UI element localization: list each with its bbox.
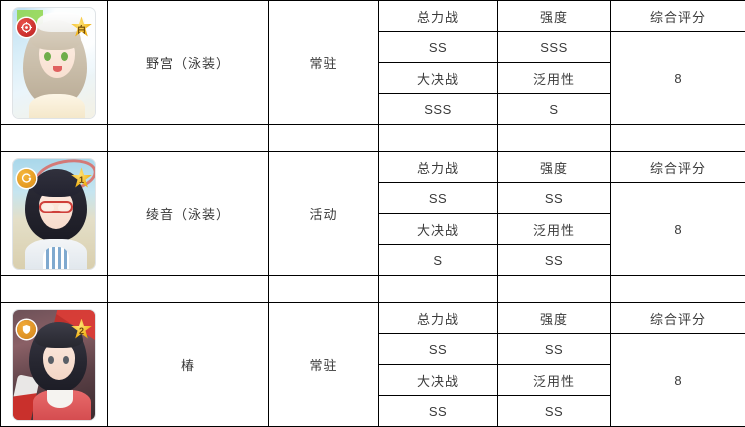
stat-value-versatility: SS	[498, 396, 611, 427]
stat-value-strength: SSS	[498, 32, 611, 63]
stat-value-decisive-battle: S	[379, 245, 498, 276]
spacer-cell	[379, 125, 498, 152]
character-portrait-cell[interactable]: 2	[1, 303, 108, 427]
stat-label-versatility: 泛用性	[498, 214, 611, 245]
spacer-cell	[498, 276, 611, 303]
stat-value-overall-score: 8	[611, 183, 745, 276]
character-card: 2	[12, 309, 96, 421]
row-spacer	[1, 125, 745, 152]
stat-label-versatility: 泛用性	[498, 365, 611, 396]
spacer-cell	[269, 276, 379, 303]
character-card: 白	[12, 7, 96, 119]
stat-value-decisive-battle: SS	[379, 396, 498, 427]
character-name: 椿	[108, 303, 269, 427]
spacer-cell	[498, 125, 611, 152]
stat-value-overall-score: 8	[611, 334, 745, 427]
table-row: 1 绫音（泳装） 活动 总力战 强度 综合评分	[1, 152, 745, 183]
stat-label-strength: 强度	[498, 1, 611, 32]
stat-label-decisive-battle: 大决战	[379, 365, 498, 396]
spacer-cell	[108, 276, 269, 303]
stat-label-versatility: 泛用性	[498, 63, 611, 94]
spacer-cell	[611, 125, 745, 152]
spacer-cell	[1, 125, 108, 152]
stat-value-total-war: SS	[379, 32, 498, 63]
stat-label-total-war: 总力战	[379, 303, 498, 334]
stat-value-total-war: SS	[379, 183, 498, 214]
character-portrait-cell[interactable]: 1	[1, 152, 108, 276]
shield-icon	[17, 320, 36, 339]
stat-label-overall-score: 综合评分	[611, 152, 745, 183]
character-portrait-cell[interactable]: 白	[1, 1, 108, 125]
stat-value-decisive-battle: SSS	[379, 94, 498, 125]
spacer-cell	[611, 276, 745, 303]
character-banner-type: 常驻	[269, 303, 379, 427]
stat-value-total-war: SS	[379, 334, 498, 365]
row-spacer	[1, 276, 745, 303]
stat-value-overall-score: 8	[611, 32, 745, 125]
character-banner-type: 活动	[269, 152, 379, 276]
spacer-cell	[108, 125, 269, 152]
character-card: 1	[12, 158, 96, 270]
stat-label-total-war: 总力战	[379, 1, 498, 32]
table-row: 2 椿 常驻 总力战 强度 综合评分	[1, 303, 745, 334]
stat-value-strength: SS	[498, 334, 611, 365]
stat-label-decisive-battle: 大决战	[379, 214, 498, 245]
stat-label-decisive-battle: 大决战	[379, 63, 498, 94]
support-icon	[17, 169, 36, 188]
stat-label-total-war: 总力战	[379, 152, 498, 183]
spacer-cell	[379, 276, 498, 303]
stat-value-versatility: S	[498, 94, 611, 125]
stat-value-versatility: SS	[498, 245, 611, 276]
table-row: 白 野宫（泳装） 常驻 总力战 强度 综合评分	[1, 1, 745, 32]
spacer-cell	[269, 125, 379, 152]
target-icon	[17, 18, 36, 37]
stat-label-strength: 强度	[498, 303, 611, 334]
glasses-icon	[39, 201, 73, 213]
stat-label-overall-score: 综合评分	[611, 1, 745, 32]
character-name: 绫音（泳装）	[108, 152, 269, 276]
character-name: 野宫（泳装）	[108, 1, 269, 125]
stat-value-strength: SS	[498, 183, 611, 214]
stat-label-strength: 强度	[498, 152, 611, 183]
stat-label-overall-score: 综合评分	[611, 303, 745, 334]
spacer-cell	[1, 276, 108, 303]
character-banner-type: 常驻	[269, 1, 379, 125]
